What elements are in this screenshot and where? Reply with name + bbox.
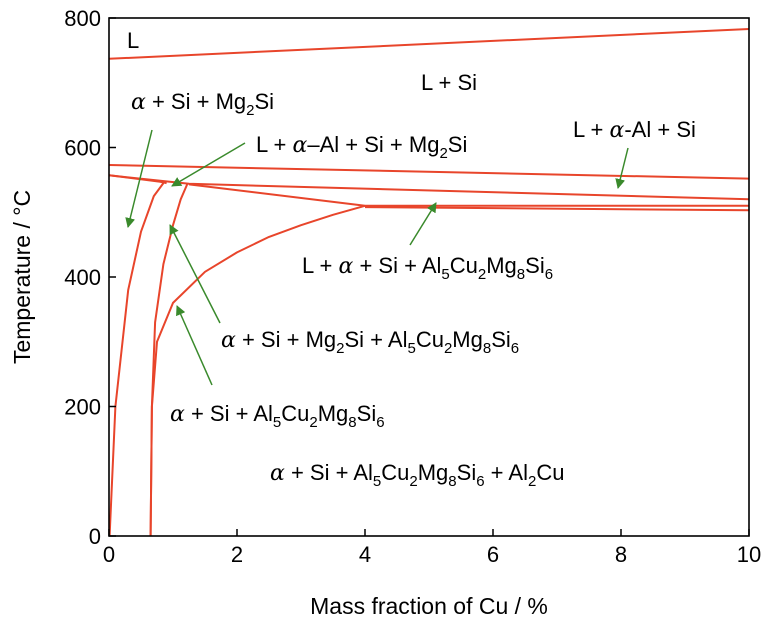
x-axis-ticks: 0 2 4 6 8 10 (103, 529, 761, 567)
y-axis-ticks: 0 200 400 600 800 (64, 6, 116, 549)
region-label-a-Si-Q: α + Si + Al5Cu2Mg8Si6 (170, 401, 385, 431)
phase-boundary-line (108, 164, 750, 180)
phase-boundary-line (108, 28, 750, 60)
region-label-L: L (127, 28, 139, 53)
region-label-a-Si-Q-Al2Cu: α + Si + Al5Cu2Mg8Si6 + Al2Cu (270, 460, 564, 490)
y-tick-label: 200 (64, 395, 101, 420)
phase-boundary-line (364, 206, 750, 212)
region-label-a-Si-Mg2Si-Q: α + Si + Mg2Si + Al5Cu2Mg8Si6 (221, 327, 519, 357)
annotation-arrow (615, 147, 629, 189)
annotation-arrow (169, 224, 221, 324)
x-tick-label: 2 (231, 542, 243, 567)
x-axis-label: Mass fraction of Cu / % (310, 593, 548, 619)
annotation-arrow (125, 129, 153, 228)
region-label-L-aAl-Si: L + α-Al + Si (573, 117, 696, 143)
y-tick-label: 400 (64, 265, 101, 290)
y-axis-label: Temperature / °C (9, 190, 35, 364)
region-label-L-Si: L + Si (421, 70, 477, 95)
x-tick-label: 10 (737, 542, 761, 567)
phase-boundary-line (108, 182, 165, 537)
y-tick-label: 0 (89, 524, 101, 549)
y-tick-label: 800 (64, 6, 101, 31)
annotation-arrows (125, 129, 629, 386)
region-label-L-aAl-Si-Mg2Si: L + α–Al + Si + Mg2Si (256, 132, 467, 162)
x-tick-label: 8 (615, 542, 627, 567)
annotation-arrow (176, 305, 213, 386)
region-label-a-Si-Mg2Si: α + Si + Mg2Si (131, 89, 274, 119)
x-tick-label: 4 (359, 542, 371, 567)
annotation-arrow (409, 202, 437, 246)
region-label-L-a-Si-Q: L + α + Si + Al5Cu2Mg8Si6 (302, 253, 553, 283)
phase-boundary-line (108, 174, 167, 185)
annotation-arrow (171, 142, 246, 187)
x-tick-label: 6 (487, 542, 499, 567)
x-tick-label: 0 (103, 542, 115, 567)
phase-boundary-line (149, 204, 366, 537)
y-tick-label: 600 (64, 136, 101, 161)
phase-boundary-line (188, 183, 749, 207)
